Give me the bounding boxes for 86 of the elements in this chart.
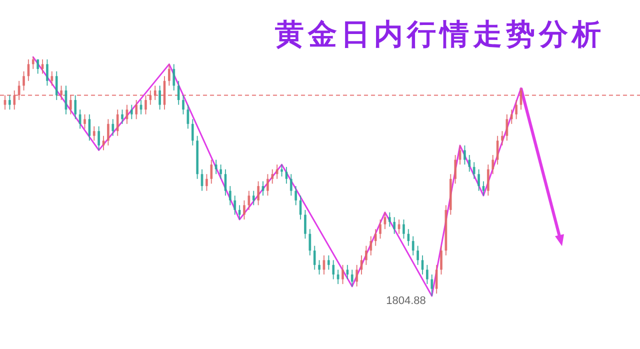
- candlestick: [130, 104, 133, 120]
- candlestick: [84, 114, 86, 130]
- candlestick: [186, 104, 190, 130]
- candlestick: [228, 186, 232, 206]
- candlestick: [210, 159, 213, 184]
- candlestick: [350, 269, 354, 287]
- candlestick: [36, 58, 40, 74]
- candlestick: [98, 126, 100, 151]
- candlestick: [214, 159, 218, 175]
- candlestick: [154, 85, 156, 101]
- candlestick: [50, 70, 54, 86]
- candlestick: [46, 58, 48, 86]
- candlestick: [13, 90, 16, 110]
- candlestick: [510, 109, 513, 124]
- candlestick: [342, 264, 344, 285]
- chart-title: 黄金日内行情走势分析: [274, 17, 605, 51]
- candlestick: [191, 118, 194, 146]
- candlestick: [318, 260, 320, 275]
- candlestick: [332, 260, 335, 280]
- candlestick: [60, 85, 62, 101]
- candlestick: [379, 219, 382, 240]
- candlestick: [18, 80, 20, 101]
- candlestick: [92, 126, 96, 142]
- candlestick: [266, 174, 269, 196]
- candlestick: [248, 190, 250, 210]
- candlestick: [112, 118, 114, 136]
- candlestick: [430, 274, 434, 296]
- candlestick: [88, 114, 91, 142]
- candlestick: [243, 200, 246, 220]
- candlestick: [327, 254, 330, 270]
- candlestick: [478, 168, 480, 192]
- candlestick: [135, 100, 138, 120]
- candlestick: [402, 219, 405, 240]
- candlestick: [116, 109, 119, 136]
- candlestick: [416, 245, 419, 266]
- candlestick: [78, 109, 82, 130]
- candlestick: [234, 195, 236, 216]
- candlestick: [388, 212, 391, 228]
- candlestick: [158, 85, 161, 110]
- candlestick: [486, 164, 490, 196]
- candlestick: [365, 245, 368, 266]
- candlestick: [168, 64, 170, 86]
- candlestick: [271, 168, 274, 184]
- candlestick: [468, 154, 471, 172]
- candlestick: [393, 216, 396, 234]
- candlestick: [290, 174, 292, 196]
- candlestick: [492, 154, 494, 175]
- candlestick: [464, 144, 466, 166]
- candlestick: [32, 56, 34, 70]
- candlestick: [74, 94, 77, 120]
- annotation: 1804.88: [386, 295, 426, 307]
- candlestick: [55, 70, 58, 101]
- candlestick: [426, 264, 428, 285]
- candlestick: [121, 109, 124, 124]
- candlestick: [257, 180, 260, 206]
- candlestick: [107, 118, 110, 146]
- candlestick: [182, 94, 184, 115]
- candlestick: [346, 264, 349, 280]
- candlestick: [304, 209, 306, 240]
- candlestick: [294, 186, 298, 206]
- candlestick: [472, 162, 476, 180]
- candlestick: [8, 94, 11, 110]
- candlestick: [308, 228, 312, 256]
- candlestick: [440, 245, 442, 275]
- candlestick: [276, 164, 278, 180]
- candlestick: [206, 174, 208, 192]
- candlestick: [454, 154, 457, 184]
- candlestick: [501, 130, 504, 146]
- candlestick: [370, 236, 372, 256]
- candlestick: [435, 264, 438, 294]
- candlestick: [252, 190, 255, 206]
- candlestick: [220, 164, 222, 180]
- candlestick: [356, 264, 358, 287]
- candlestick: [22, 70, 25, 91]
- candlestick: [412, 236, 414, 256]
- candlestick: [144, 94, 147, 115]
- candlestick: [374, 228, 377, 246]
- candlestick: [506, 114, 508, 142]
- candlestick: [69, 94, 72, 115]
- candlestick: [515, 100, 518, 120]
- candlestick: [313, 245, 316, 270]
- candlestick: [149, 90, 152, 106]
- candlestick: [172, 64, 176, 91]
- candlestick: [336, 269, 340, 285]
- candlestick: [177, 80, 180, 106]
- candlestick: [407, 228, 410, 246]
